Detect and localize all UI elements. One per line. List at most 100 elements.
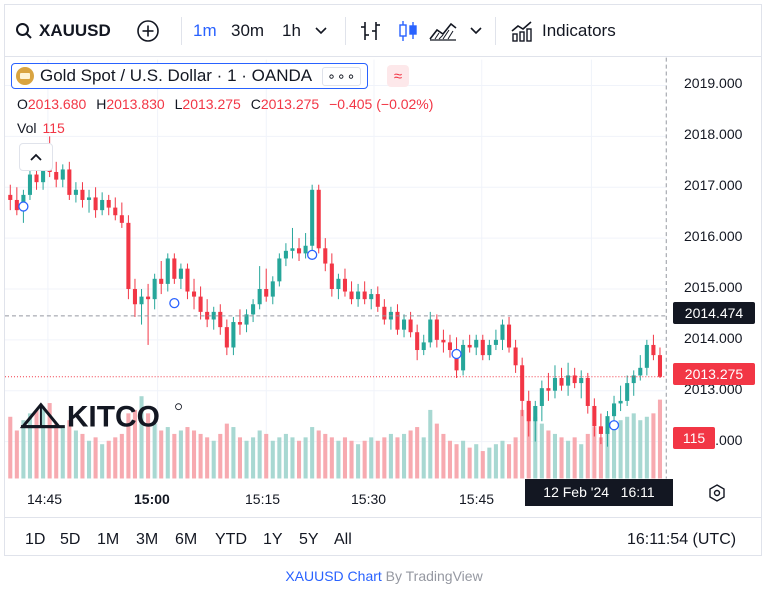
candle-body	[474, 339, 479, 348]
volume-bar	[467, 447, 472, 479]
interval-30m[interactable]: 30m	[231, 19, 264, 43]
time-tick: 15:00	[134, 491, 170, 507]
ohlc-readout: O2013.680 H2013.830 L2013.275 C2013.275 …	[17, 96, 433, 112]
range-ytd[interactable]: YTD	[215, 531, 247, 548]
event-marker-icon	[307, 249, 318, 260]
volume-bar	[178, 430, 183, 479]
candle-body	[34, 174, 39, 183]
bar-chart-type-button[interactable]	[360, 19, 382, 43]
candle-body	[579, 377, 584, 384]
volume-bar	[401, 433, 407, 479]
volume-bar	[270, 440, 275, 479]
volume-bar	[342, 437, 348, 479]
range-6m[interactable]: 6M	[175, 531, 198, 548]
range-5d[interactable]: 5D	[60, 531, 81, 548]
candle-body	[165, 258, 170, 284]
last-price-label: 2013.275	[673, 363, 755, 385]
symbol-legend[interactable]: Gold Spot / U.S. Dollar · 1 · OANDA ∘∘∘	[11, 63, 369, 89]
volume-bar	[513, 437, 518, 479]
interval-1m-label: 1m	[193, 21, 217, 40]
volume-bar	[165, 427, 170, 479]
add-symbol-button[interactable]	[136, 19, 160, 43]
volume-bar	[356, 444, 361, 479]
volume-bar	[651, 413, 656, 479]
price-tick: 2014.000	[684, 330, 743, 346]
utc-clock[interactable]: 16:11:54 (UTC)	[627, 531, 737, 548]
candle-body	[100, 199, 105, 211]
candle-body	[54, 171, 59, 180]
indicators-icon	[511, 21, 532, 42]
volume-bar	[520, 409, 525, 479]
volume-bar	[139, 396, 144, 479]
candle-body	[8, 194, 13, 200]
candle-body	[139, 296, 144, 305]
volume-bar	[60, 427, 65, 479]
volume-bar	[408, 430, 413, 479]
candle-body	[191, 291, 197, 297]
volume-bar	[113, 437, 118, 479]
candle-body	[375, 294, 380, 307]
volume-bar	[382, 437, 387, 479]
top-toolbar: XAUUSD 1m 30m 1h Indicators	[5, 5, 761, 57]
price-axis[interactable]	[673, 57, 763, 479]
candle-body	[80, 189, 85, 200]
symbol-title: Gold Spot / U.S. Dollar · 1 · OANDA	[40, 66, 313, 85]
area-chart-type-button[interactable]	[429, 19, 457, 43]
interval-1m[interactable]: 1m	[193, 19, 217, 43]
candle-body	[454, 350, 459, 371]
range-all[interactable]: All	[334, 531, 352, 548]
range-5y[interactable]: 5Y	[299, 531, 319, 548]
price-tick: 2019.000	[684, 75, 743, 91]
volume-bar	[605, 433, 610, 479]
volume-bar	[119, 433, 124, 479]
candle-body	[323, 248, 328, 264]
range-1y[interactable]: 1Y	[263, 531, 283, 548]
candles-chart-type-button[interactable]	[397, 19, 419, 43]
candle-body	[237, 322, 243, 325]
chart-type-dropdown[interactable]	[470, 19, 482, 43]
price-chart[interactable]: KITCO	[5, 57, 761, 509]
candle-body	[244, 314, 249, 325]
low-value: 2013.275	[182, 96, 241, 112]
range-3m[interactable]: 3M	[136, 531, 159, 548]
candle-body	[178, 268, 183, 279]
tradingview-credit[interactable]: By TradingView	[385, 568, 483, 584]
range-1m[interactable]: 1M	[97, 531, 120, 548]
candle-body	[172, 258, 177, 279]
volume-bar	[566, 440, 571, 479]
symbol-search[interactable]: XAUUSD	[15, 19, 111, 43]
more-icon[interactable]: ∘∘∘	[322, 66, 362, 86]
candle-body	[152, 278, 157, 300]
candle-body	[605, 416, 610, 434]
candle-body	[657, 355, 663, 377]
price-tick: 2017.000	[684, 177, 743, 193]
candle-body	[146, 296, 151, 300]
volume-bar	[369, 437, 374, 479]
interval-dropdown[interactable]	[315, 19, 327, 43]
area-chart-icon	[429, 22, 457, 41]
candle-body	[487, 344, 492, 356]
volume-bar	[211, 440, 216, 479]
interval-1h[interactable]: 1h	[282, 19, 301, 43]
compare-icon[interactable]: ≈	[387, 65, 409, 87]
volume-bar	[434, 423, 439, 479]
volume-bar	[474, 444, 479, 479]
candle-body	[185, 268, 190, 292]
volume-bar	[126, 413, 131, 479]
volume-bar	[428, 409, 433, 479]
close-label: C	[250, 96, 261, 112]
candle-body	[566, 375, 571, 386]
candle-body	[546, 388, 551, 391]
range-1d[interactable]: 1D	[25, 531, 46, 548]
candle-body	[631, 375, 636, 384]
candle-body	[428, 319, 433, 343]
candle-body	[198, 296, 203, 312]
volume-badge: 115	[673, 427, 715, 449]
chart-link[interactable]: XAUUSD Chart	[285, 568, 382, 584]
volume-label: Vol	[17, 120, 37, 136]
collapse-legend-button[interactable]	[19, 143, 53, 171]
volume-bar	[277, 437, 282, 479]
time-axis-settings[interactable]	[707, 483, 727, 503]
price-tick: 2016.000	[684, 228, 743, 244]
indicators-button[interactable]: Indicators	[510, 19, 616, 43]
